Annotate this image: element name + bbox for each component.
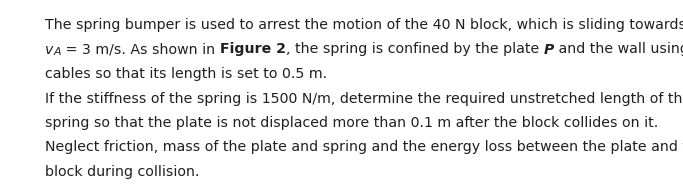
Text: and the wall using: and the wall using — [554, 43, 683, 57]
Text: The spring bumper is used to arrest the motion of the 40 N block, which is slidi: The spring bumper is used to arrest the … — [45, 18, 683, 32]
Text: Neglect friction, mass of the plate and spring and the energy loss between the p: Neglect friction, mass of the plate and … — [45, 141, 683, 154]
Text: P: P — [543, 43, 554, 57]
Text: A: A — [53, 47, 61, 57]
Text: If the stiffness of the spring is 1500 N/m, determine the required unstretched l: If the stiffness of the spring is 1500 N… — [45, 91, 683, 105]
Text: , the spring is confined by the plate: , the spring is confined by the plate — [285, 43, 543, 57]
Text: cables so that its length is set to 0.5 m.: cables so that its length is set to 0.5 … — [45, 67, 327, 81]
Text: v: v — [45, 43, 53, 57]
Text: block during collision.: block during collision. — [45, 165, 199, 179]
Text: spring so that the plate is not displaced more than 0.1 m after the block collid: spring so that the plate is not displace… — [45, 116, 658, 130]
Text: = 3 m/s. As shown in: = 3 m/s. As shown in — [61, 43, 219, 57]
Text: Figure 2: Figure 2 — [219, 43, 285, 57]
